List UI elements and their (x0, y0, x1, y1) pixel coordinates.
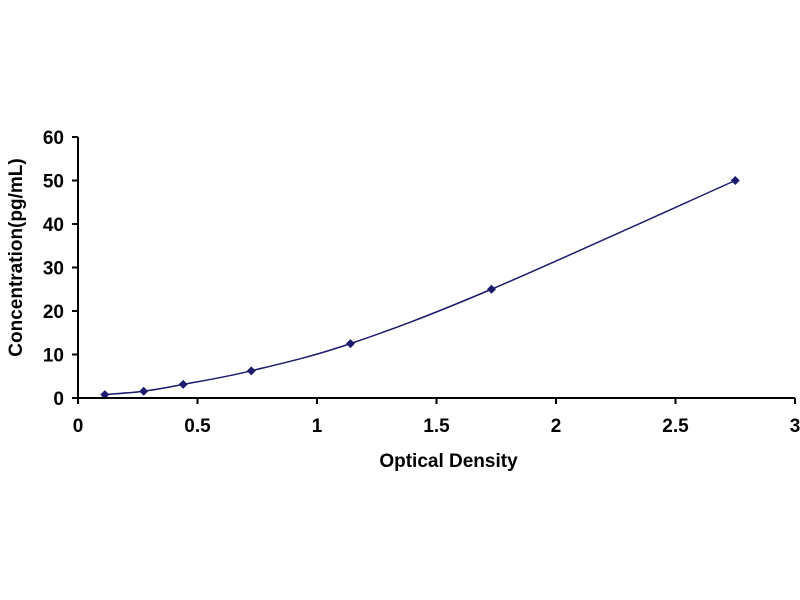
x-tick-label: 0.5 (184, 416, 211, 437)
data-point-marker (139, 386, 149, 396)
ticks: 0 10 20 30 40 50 60 0 0.5 1 1.5 2 2.5 3 (43, 128, 800, 437)
data-point-marker (730, 176, 740, 185)
x-tick-label: 1 (312, 416, 323, 437)
x-tick-label: 3 (790, 416, 800, 437)
y-tick-label: 60 (43, 128, 64, 149)
x-tick-label: 0 (73, 416, 84, 437)
x-axis-title: Optical Density (379, 451, 518, 472)
data-point-marker (100, 390, 110, 400)
y-tick-label: 40 (43, 215, 64, 236)
data-point-marker (246, 366, 256, 376)
plot-area (100, 176, 740, 400)
y-tick-label: 30 (43, 259, 64, 280)
x-tick-label: 2.5 (662, 416, 689, 437)
x-tick-label: 1.5 (423, 416, 450, 437)
data-point-marker (486, 284, 496, 294)
data-point-marker (345, 339, 355, 349)
x-tick-label: 2 (551, 416, 562, 437)
fit-curve (104, 179, 736, 396)
y-tick-label: 10 (43, 346, 64, 367)
y-axis-title: Concentration(pg/mL) (6, 158, 27, 356)
y-tick-label: 20 (43, 302, 64, 323)
y-tick-label: 0 (53, 389, 64, 410)
y-tick-label: 50 (43, 172, 64, 193)
data-point-marker (178, 379, 188, 389)
axes (77, 137, 795, 399)
